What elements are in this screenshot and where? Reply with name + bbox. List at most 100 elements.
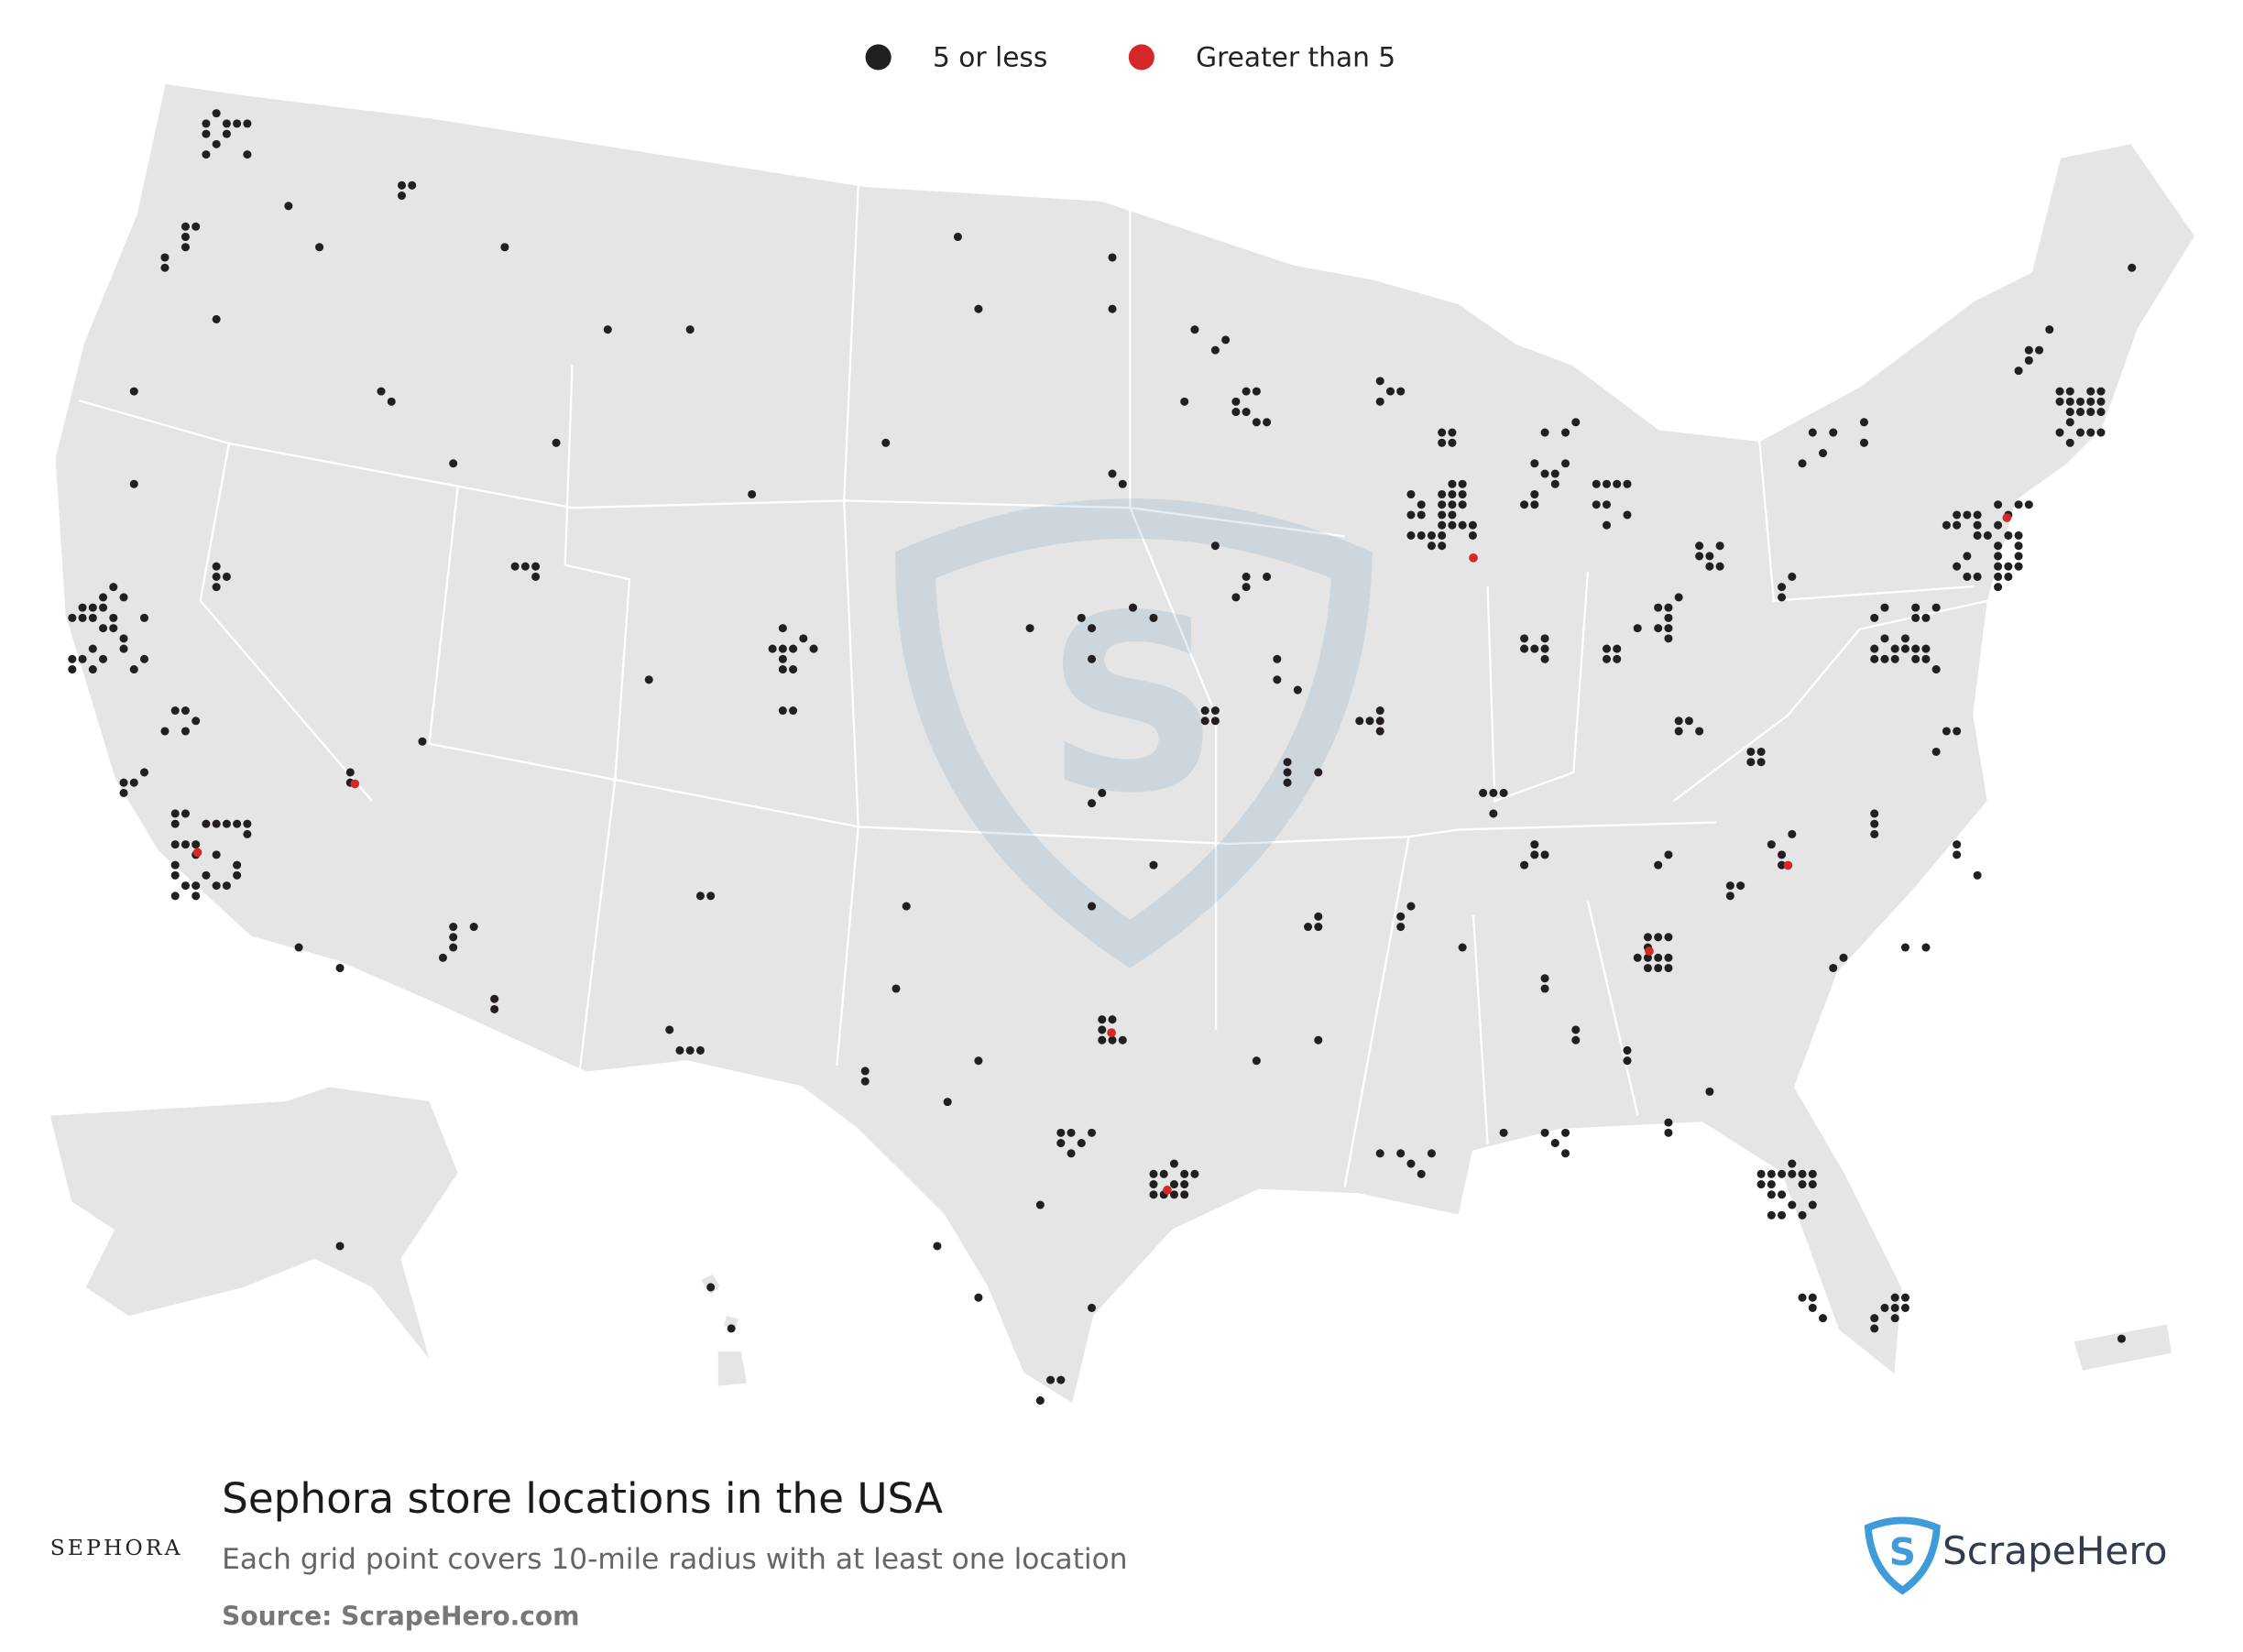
location-dot [139, 768, 149, 777]
location-dot [2086, 408, 2095, 417]
location-dot [1438, 520, 1447, 530]
location-dot [1458, 479, 1467, 488]
location-dot [1108, 1015, 1117, 1024]
location-dot [1231, 397, 1241, 406]
location-dot [1231, 408, 1241, 417]
location-dot [1778, 860, 1787, 870]
location-dot [99, 624, 108, 633]
location-dot [1489, 788, 1498, 797]
location-dot [2065, 438, 2074, 447]
location-dot [603, 325, 612, 334]
location-dot [1540, 1128, 1549, 1137]
location-dot [1149, 1180, 1158, 1189]
location-dot [1067, 1149, 1076, 1158]
location-dot [2086, 397, 2095, 406]
location-dot [1746, 758, 1756, 767]
location-dot [1963, 572, 1972, 581]
location-dot [1674, 717, 1683, 726]
location-dot [449, 943, 458, 952]
location-dot [1705, 562, 1714, 571]
location-dot [1778, 593, 1787, 602]
location-dot [1169, 1190, 1178, 1199]
brand-name: SEPHORA [50, 1535, 183, 1560]
location-dot [1953, 840, 1962, 849]
location-dot [139, 654, 149, 663]
location-dot [1540, 974, 1549, 983]
location-dot [202, 870, 211, 880]
location-dot [181, 727, 190, 736]
location-dot [68, 665, 77, 674]
location-dot [1921, 654, 1931, 663]
location-dot [170, 840, 180, 849]
location-dot [1427, 531, 1436, 540]
location-dot [1778, 583, 1787, 592]
location-dot [1540, 644, 1549, 653]
location-dot [1417, 531, 1426, 540]
location-dot [212, 562, 221, 571]
location-dot [552, 438, 561, 447]
location-dot [1715, 562, 1724, 571]
location-dot [1561, 428, 1570, 437]
location-dot [2065, 387, 2074, 396]
location-dot [1438, 542, 1447, 551]
location-dot [222, 119, 231, 128]
location-dot [1468, 520, 1477, 530]
location-dot [129, 387, 138, 396]
location-dot [1911, 613, 1920, 622]
location-dot [170, 870, 180, 880]
location-dot [1643, 963, 1652, 973]
location-dot [1406, 1159, 1416, 1168]
location-dot [1283, 768, 1292, 777]
location-dot [1767, 1169, 1776, 1178]
location-dot [170, 892, 180, 901]
location-dot [706, 1283, 716, 1292]
location-dot [860, 1067, 870, 1076]
location-dot [1273, 675, 1282, 684]
location-dot [233, 870, 242, 880]
location-dot [1499, 1128, 1508, 1137]
location-dot [181, 840, 190, 849]
location-dot [1798, 459, 1807, 468]
location-dot [469, 923, 478, 932]
location-dot [748, 489, 757, 499]
location-dot [1602, 654, 1612, 663]
location-dot [377, 387, 386, 396]
location-dot [109, 613, 118, 622]
title: Sephora store locations in the USA [222, 1474, 943, 1523]
location-dot [119, 593, 128, 602]
location-dot [181, 222, 190, 231]
location-dot [2014, 562, 2023, 571]
location-dot-high [1107, 1028, 1116, 1037]
location-dot [974, 304, 983, 313]
location-dot [1540, 634, 1549, 643]
location-dot [109, 624, 118, 633]
location-dot [1458, 500, 1467, 509]
location-dot [1654, 603, 1663, 612]
location-dot [1252, 387, 1261, 396]
location-dot [1798, 1180, 1807, 1189]
location-dot [212, 583, 221, 592]
location-dot [387, 397, 396, 406]
location-dot [1489, 809, 1498, 818]
location-dot [129, 665, 138, 674]
location-dot [1149, 1169, 1158, 1178]
location-dot [2086, 387, 2095, 396]
location-dot [1458, 943, 1467, 952]
location-dot [418, 737, 427, 746]
location-dot [1674, 593, 1683, 602]
location-dot [1077, 1139, 1086, 1148]
location-dot [1756, 747, 1766, 757]
location-dot [1664, 1118, 1673, 1127]
location-dot [129, 479, 138, 488]
location-dot [1592, 479, 1601, 488]
location-dot [1953, 562, 1962, 571]
location-dot [1200, 717, 1209, 726]
location-dot [119, 634, 128, 643]
location-dot [191, 222, 201, 231]
location-dot [1808, 428, 1817, 437]
location-dot [1242, 408, 1251, 417]
subtitle: Each grid point covers 10-mile radius wi… [222, 1543, 1127, 1576]
location-dot [170, 819, 180, 828]
location-dot [1654, 624, 1663, 633]
